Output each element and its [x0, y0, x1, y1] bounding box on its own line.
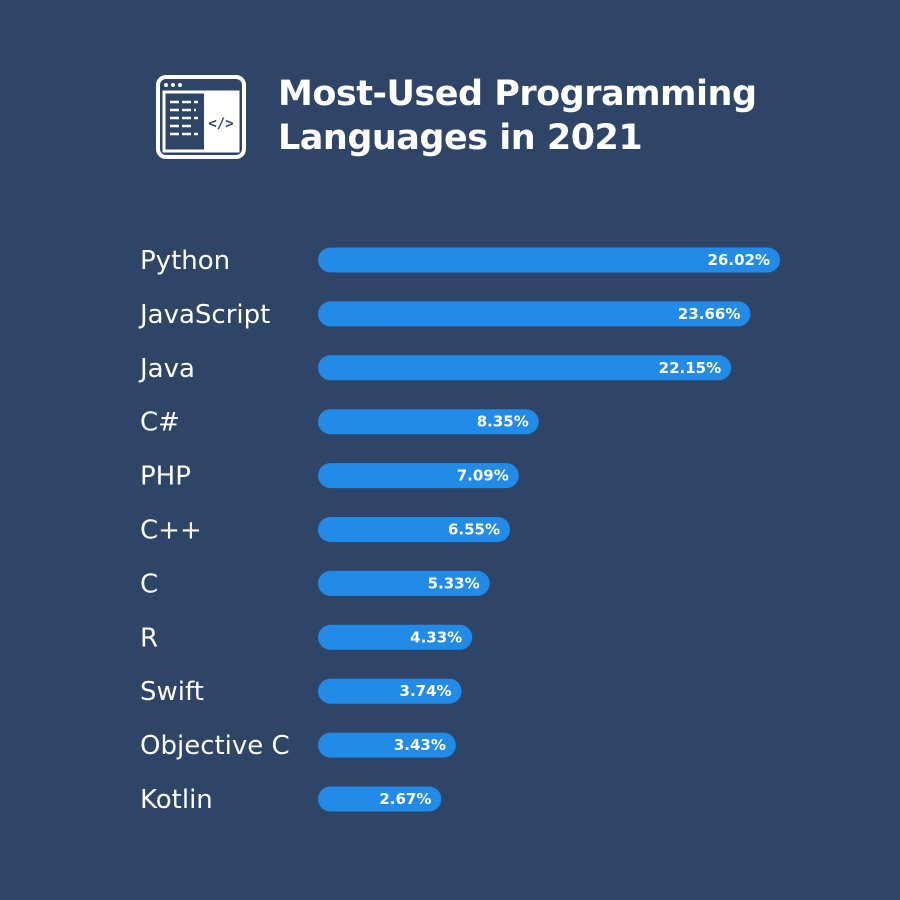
- code-window-icon: </>: [156, 75, 246, 159]
- bar: [318, 570, 490, 596]
- category-label: C: [140, 569, 158, 599]
- bar: [318, 678, 462, 704]
- bar: [318, 301, 751, 327]
- bar: [318, 409, 539, 435]
- data-label: 23.66%: [678, 305, 740, 323]
- data-label: 3.43%: [394, 736, 446, 754]
- data-label: 5.33%: [428, 574, 480, 592]
- category-label: Java: [138, 354, 195, 384]
- data-label: 8.35%: [477, 413, 529, 431]
- category-label: Python: [140, 246, 230, 276]
- bar: [318, 517, 511, 542]
- category-label: Swift: [140, 677, 204, 707]
- bar: [318, 463, 519, 489]
- data-label: 22.15%: [659, 359, 721, 377]
- category-label: PHP: [140, 462, 191, 492]
- bar: [318, 355, 732, 381]
- category-label: Objective C: [140, 731, 290, 761]
- bar: [318, 624, 473, 650]
- chart-title: Most-Used Programming Languages in 2021: [278, 74, 757, 158]
- category-label: Kotlin: [140, 785, 213, 815]
- bar: [318, 247, 780, 273]
- category-label: C#: [140, 408, 180, 438]
- category-label: JavaScript: [138, 300, 270, 330]
- bar: [318, 786, 442, 812]
- data-label: 26.02%: [708, 251, 770, 269]
- data-label: 4.33%: [410, 628, 462, 646]
- category-label: R: [140, 623, 158, 653]
- data-label: 7.09%: [457, 467, 509, 485]
- data-label: 6.55%: [448, 521, 500, 539]
- data-label: 3.74%: [400, 682, 452, 700]
- data-label: 2.67%: [379, 790, 431, 808]
- category-label: C++: [140, 516, 202, 546]
- svg-text:</>: </>: [208, 116, 233, 132]
- bar: [318, 732, 456, 758]
